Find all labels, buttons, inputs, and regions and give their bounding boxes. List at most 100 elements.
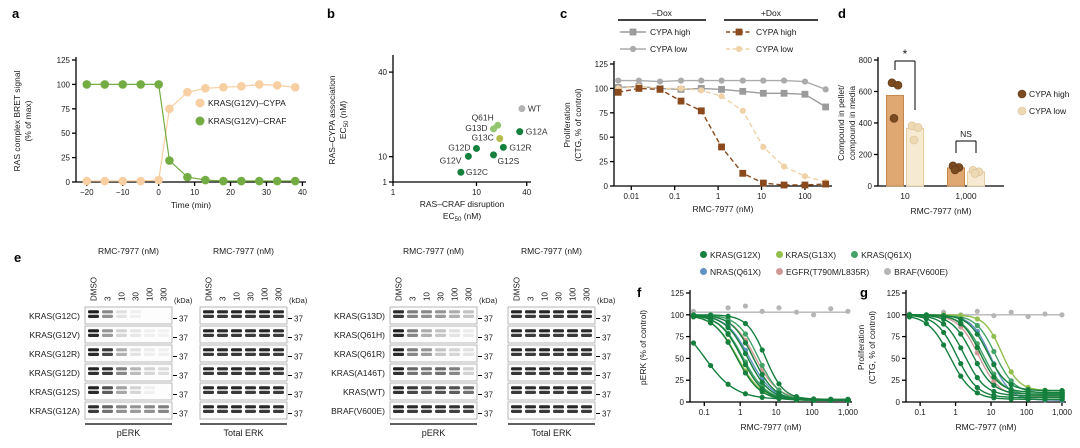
blot-band <box>130 348 141 352</box>
legend-item: BRAF(V600E) <box>884 267 948 277</box>
data-point <box>941 321 947 327</box>
blot-band <box>407 405 418 409</box>
blot-band <box>525 371 536 375</box>
blot-band <box>511 386 522 390</box>
data-point <box>780 77 788 84</box>
blot-band <box>203 371 214 375</box>
blot-band <box>130 390 141 394</box>
data-point <box>991 374 997 380</box>
x-tick-label: 0 <box>156 188 161 197</box>
blot-band <box>525 310 536 314</box>
blot-band <box>130 409 141 413</box>
kda-header: (kDa) <box>479 296 498 305</box>
data-point <box>165 156 174 165</box>
panel-a: 0 25 50 75 100 125 −20 −10 0 10 20 30 40 Time (min) RA… <box>8 4 323 236</box>
y-axis-title: (CTG, % of control) <box>573 88 583 161</box>
blot-band <box>144 348 155 352</box>
blot-band <box>273 348 284 352</box>
y-tick-label: 25 <box>599 158 608 167</box>
blot-band <box>435 310 446 314</box>
blot-band <box>88 348 99 352</box>
kda-value: 37 <box>484 372 493 381</box>
legend-label: KRAS(Q61X) <box>861 249 912 260</box>
data-point <box>635 77 643 84</box>
lane-label: DMSO <box>513 277 522 301</box>
data-point <box>801 173 809 180</box>
blot-band <box>449 367 460 371</box>
blot-band <box>203 348 214 352</box>
blot-band <box>567 367 578 371</box>
data-point-G13C <box>496 135 504 143</box>
axes <box>389 55 531 186</box>
blot-band <box>144 367 155 371</box>
y-axis-title: (% of max) <box>23 100 33 141</box>
blot-band <box>539 333 550 337</box>
data-point <box>801 90 809 98</box>
blot-band <box>567 333 578 337</box>
x-axis-title: RMC-7977 (nM) <box>741 422 802 432</box>
blot-band <box>88 409 99 413</box>
y-tick-label: 1 <box>383 178 388 187</box>
blot-band <box>567 409 578 413</box>
blot-band <box>273 405 284 409</box>
blot-band <box>217 329 228 333</box>
blot-band <box>393 314 404 318</box>
blot-band <box>449 352 460 356</box>
blot-row-label: KRAS(G12S) <box>29 387 80 397</box>
blot-band <box>273 314 284 318</box>
legend: KRAS(G12V)–CYPA KRAS(G12V)–CRAF <box>195 98 286 126</box>
x-tick-label: −10 <box>116 188 130 197</box>
blot-band <box>130 352 141 356</box>
blot-band <box>463 348 474 352</box>
data-point <box>1008 369 1014 375</box>
blot-band <box>88 386 99 390</box>
data-point <box>974 316 980 322</box>
blot-row-label: KRAS(Q61R) <box>334 349 385 359</box>
legend-label: BRAF(V600E) <box>894 266 949 277</box>
blot-band <box>525 409 536 413</box>
blot-band <box>581 314 592 318</box>
data-point <box>958 316 964 322</box>
blot-band <box>581 348 592 352</box>
blot-band <box>158 352 169 356</box>
data-point <box>718 85 725 93</box>
data-point <box>100 80 110 89</box>
legend-swatch-icon <box>776 268 784 275</box>
y-axis-title: RAS–CYPA association <box>327 75 337 164</box>
blot-band <box>511 409 522 413</box>
lane-label: 300 <box>160 287 169 301</box>
panel-c-chart: 0 25 50 75 100 125 0.01 0.1 1 10 100 RMC-7977 (nM) P… <box>562 8 832 214</box>
blot-band <box>259 329 270 333</box>
data-point <box>974 308 980 314</box>
legend-label: CYPA low <box>650 44 688 54</box>
blot-band <box>567 329 578 333</box>
kda-header: (kDa) <box>174 296 193 305</box>
data-point <box>780 89 788 97</box>
data-point <box>845 308 851 314</box>
blot-band <box>102 348 113 352</box>
blot-band <box>259 314 270 318</box>
data-point <box>828 396 834 402</box>
x-tick-label: 40 <box>298 188 307 197</box>
replicate-dot <box>909 135 919 145</box>
blot-band <box>158 409 169 413</box>
blot-band <box>421 390 432 394</box>
blot-group-0-pERK: RMC-7977 (nM) DMSO 3 10 30 100 300 (kDa) 37 KRAS(… <box>29 246 193 438</box>
kda-value: 37 <box>484 315 493 324</box>
data-point <box>1008 378 1014 384</box>
y-tick-label: 200 <box>859 151 873 160</box>
data-point <box>254 80 264 89</box>
kda-value: 37 <box>602 410 611 419</box>
blot-band <box>539 390 550 394</box>
blot-band <box>102 352 113 356</box>
blot-band <box>144 371 155 375</box>
blot-band <box>553 314 564 318</box>
blot-row-label: KRAS(G12V) <box>29 330 80 340</box>
data-point <box>822 180 830 188</box>
blot-band <box>525 352 536 356</box>
lane-label: 300 <box>465 287 474 301</box>
legend-label: CYPA low <box>1029 106 1067 116</box>
blot-band <box>581 310 592 314</box>
blot-band <box>158 371 169 375</box>
axis-titles: RMC-7977 (nM) pERK (% of control) <box>638 310 802 432</box>
